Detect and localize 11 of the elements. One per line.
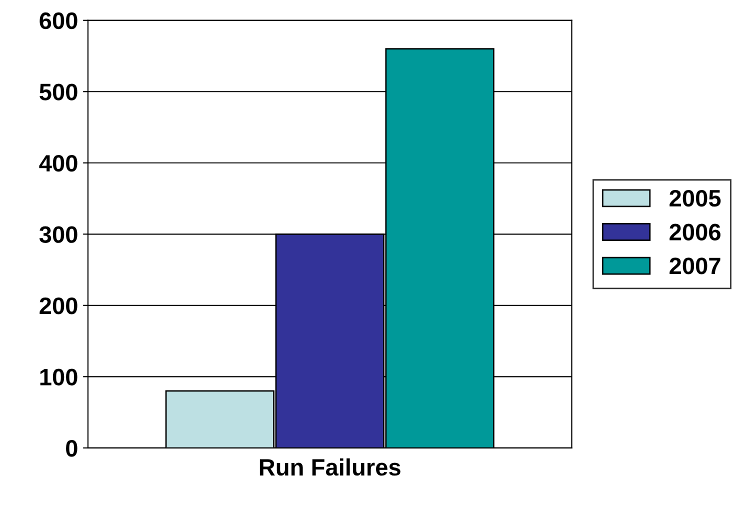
- y-tick-label: 200: [40, 297, 78, 314]
- y-tick-label: 400: [39, 154, 78, 172]
- legend-label: 2006: [670, 224, 720, 240]
- x-axis-title: Run Failures: [260, 458, 400, 476]
- legend-label: 2005: [670, 190, 721, 207]
- y-tick-label: 300: [39, 226, 78, 243]
- y-tick-label: 0: [66, 440, 78, 457]
- y-tick-label: 600: [40, 12, 78, 30]
- y-tick-label: 100: [40, 368, 78, 386]
- legend-label: 2007: [670, 258, 720, 274]
- y-tick-label: 500: [40, 84, 78, 100]
